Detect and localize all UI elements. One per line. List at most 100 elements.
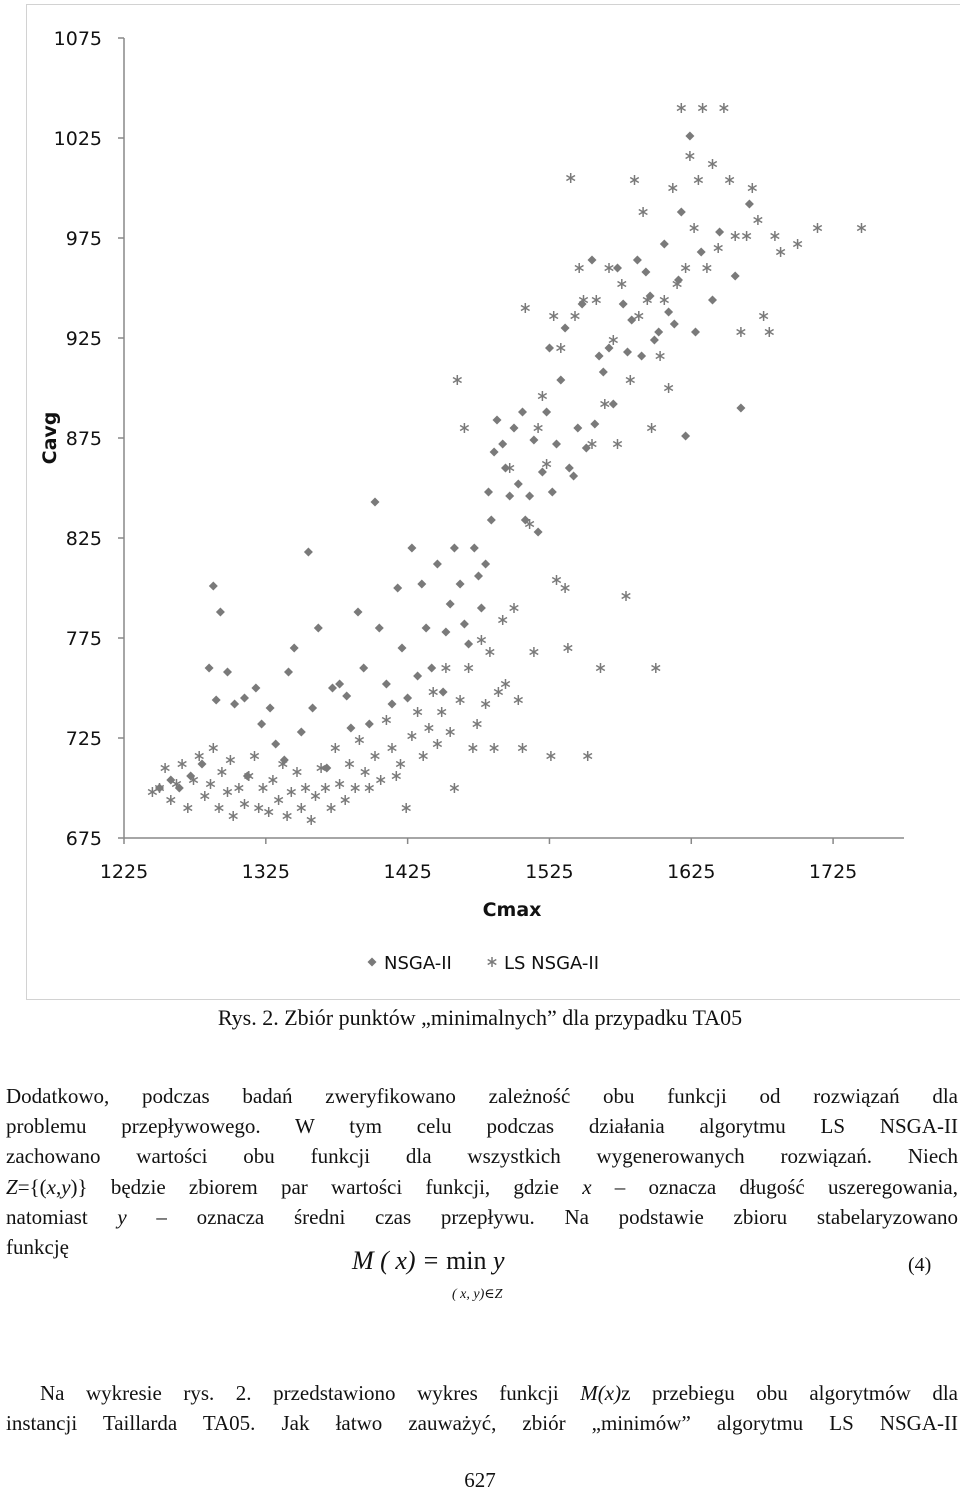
nsga2-point (484, 487, 493, 497)
math-x: x (582, 1175, 592, 1199)
ls-nsga2-point (386, 742, 398, 754)
ls-nsga2-point (147, 786, 158, 798)
text-run: z przebiegu obu algorytmów dla (621, 1381, 958, 1405)
ls-nsga2-point (463, 662, 474, 674)
ls-nsga2-point (267, 774, 278, 786)
ls-nsga2-point (500, 678, 511, 690)
ls-nsga2-point (350, 782, 361, 794)
ls-nsga2-point (646, 422, 657, 434)
ls-nsga2-point (741, 230, 752, 242)
ls-nsga2-point (517, 742, 528, 754)
nsga2-point (204, 663, 214, 673)
nsga2-point (537, 467, 547, 477)
ls-nsga2-point (569, 310, 581, 322)
equation-number: (4) (908, 1254, 932, 1276)
nsga2-point (271, 739, 281, 749)
ls-nsga2-point (360, 766, 371, 778)
formula-operator: min (446, 1246, 487, 1275)
ls-nsga2-point (406, 730, 417, 742)
ls-nsga2-point (160, 762, 171, 774)
nsga2-point (518, 407, 527, 417)
nsga2-point (685, 131, 695, 141)
ls-nsga2-point (263, 806, 274, 818)
nsga2-point (715, 227, 725, 237)
paragraph-line: zachowano wartości obu funkcji dla wszys… (6, 1144, 958, 1168)
nsga2-point (308, 703, 318, 713)
ls-nsga2-point (395, 758, 406, 770)
nsga2-point (476, 603, 486, 613)
text-run: , (55, 1175, 62, 1199)
ls-nsga2-point (449, 782, 460, 794)
ls-nsga2-point (480, 698, 491, 710)
nsga2-point (641, 267, 651, 277)
ls-nsga2-point (620, 590, 632, 602)
nsga2-point (353, 607, 363, 617)
ls-nsga2-point (489, 742, 500, 754)
nsga2-point (417, 579, 427, 589)
nsga2-point (313, 623, 323, 633)
nsga2-point (407, 543, 417, 553)
ls-nsga2-point (513, 694, 524, 706)
nsga2-point (513, 479, 523, 489)
ls-nsga2-point (612, 438, 623, 450)
ls-nsga2-point (752, 214, 763, 226)
ls-nsga2-point (537, 390, 548, 402)
ls-nsga2-point (758, 310, 769, 322)
ls-nsga2-point (291, 766, 303, 778)
ls-nsga2-point (667, 182, 678, 194)
ls-nsga2-point (650, 662, 661, 674)
nsga2-point (296, 727, 306, 737)
ls-nsga2-point (194, 750, 205, 762)
nsga2-point (303, 547, 313, 557)
figure-frame (26, 4, 960, 1000)
nsga2-point (342, 691, 352, 701)
nsga2-point (427, 663, 437, 673)
ls-nsga2-point (769, 230, 780, 242)
y-tick-label: 775 (66, 628, 102, 650)
nsga2-point (381, 679, 391, 689)
ls-nsga2-point (233, 782, 244, 794)
formula: M ( x) = min y ( x, y)∈Z (352, 1246, 505, 1302)
nsga2-point (505, 491, 515, 501)
paragraph-line: natomiast y – oznacza średni czas przepł… (6, 1202, 958, 1232)
nsga2-point (618, 299, 628, 309)
ls-nsga2-point (792, 238, 803, 250)
ls-nsga2-point (273, 794, 284, 806)
nsga2-point (208, 581, 218, 591)
formula-subscript: ( x, y)∈Z (452, 1287, 503, 1302)
ls-nsga2-point (599, 398, 610, 410)
ls-nsga2-point (655, 350, 666, 362)
nsga2-point (594, 351, 604, 361)
nsga2-point (445, 599, 455, 609)
nsga2-point (374, 623, 384, 633)
nsga2-point (613, 263, 622, 273)
ls-nsga2-point (730, 230, 741, 242)
ls-nsga2-point (282, 810, 293, 822)
paragraph-line: instancji Taillarda TA05. Jak łatwo zauw… (6, 1411, 958, 1435)
legend-label-ls-nsga2: LS NSGA-II (504, 953, 599, 974)
nsga2-point (736, 403, 746, 413)
y-tick-label: 875 (66, 428, 102, 450)
nsga2-point (397, 643, 407, 653)
nsga2-point (525, 491, 535, 501)
ls-nsga2-point (812, 222, 823, 234)
ls-nsga2-point (228, 810, 239, 822)
ls-nsga2-point (676, 102, 687, 114)
ls-nsga2-point (616, 278, 627, 290)
ls-nsga2-point (354, 734, 365, 746)
nsga2-point (564, 463, 574, 473)
ls-nsga2-point (555, 342, 566, 354)
nsga2-point (257, 719, 267, 729)
ls-nsga2-point (459, 422, 470, 434)
ls-nsga2-point (747, 182, 758, 194)
text-run: ={( (17, 1175, 47, 1199)
x-tick-label: 1525 (525, 861, 573, 883)
page-number: 627 (464, 1468, 496, 1492)
nsga2-point (587, 255, 597, 265)
nsga2-point (240, 693, 249, 703)
ls-nsga2-point (257, 782, 269, 794)
nsga2-point (230, 699, 240, 709)
x-tick-label: 1425 (383, 861, 431, 883)
y-tick-label: 925 (66, 328, 102, 350)
text-run: )} będzie zbiorem par wartości funkcji, … (70, 1175, 583, 1199)
